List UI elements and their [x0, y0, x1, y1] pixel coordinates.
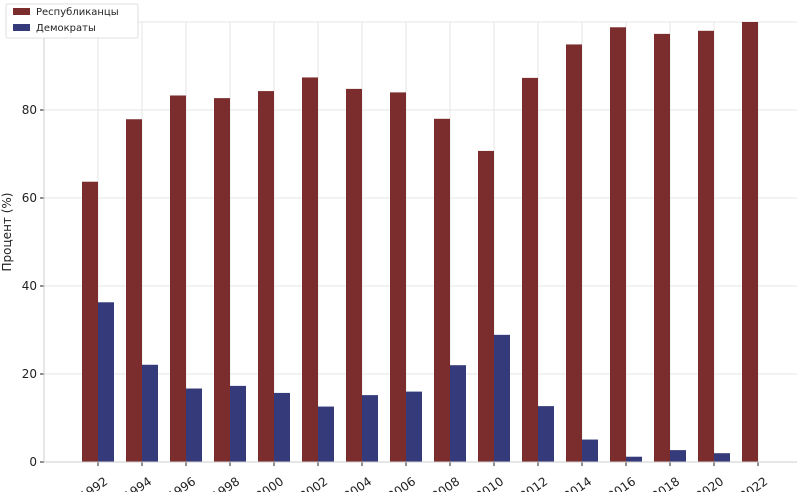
x-tick-label: 1994 — [121, 474, 154, 492]
bar-democrats-2000 — [274, 392, 290, 462]
bar-republicans-2000 — [258, 91, 274, 462]
axes — [40, 20, 797, 466]
legend-label-democrats: Демократы — [36, 23, 96, 34]
bar-republicans-2004 — [346, 88, 362, 462]
x-tick-label: 1996 — [165, 474, 198, 492]
y-tick-labels: 020406080100 — [14, 15, 37, 469]
legend: Республиканцы Демократы — [5, 3, 139, 39]
bar-democrats-2006 — [406, 391, 422, 462]
bar-republicans-1996 — [170, 95, 186, 462]
bar-republicans-2010 — [478, 150, 494, 463]
y-tick-label: 60 — [22, 191, 37, 205]
bar-democrats-2018 — [670, 450, 686, 462]
x-tick-labels: 1992 1994 1996 1998 2000 2002 2004 2006 2008 2010… — [77, 474, 770, 492]
x-tick-label: 2022 — [737, 474, 770, 492]
bar-democrats-2004 — [362, 395, 378, 462]
x-tick-label: 1998 — [209, 474, 242, 492]
bar-republicans-2016 — [610, 27, 626, 463]
bar-republicans-2022 — [742, 22, 758, 462]
bar-democrats-2020 — [714, 453, 730, 462]
x-tick-label: 2008 — [429, 474, 462, 492]
bar-democrats-1992 — [98, 302, 114, 462]
bar-republicans-2020 — [698, 30, 714, 463]
y-axis-label: Процент (%) — [0, 193, 14, 272]
bar-republicans-1998 — [214, 98, 230, 463]
bar-republicans-2002 — [302, 77, 318, 462]
bar-democrats-2008 — [450, 365, 466, 462]
y-tick-label: 0 — [29, 455, 37, 469]
bar-democrats-2002 — [318, 406, 334, 462]
x-tick-label: 2000 — [253, 474, 286, 492]
x-tick-label: 2012 — [517, 474, 550, 492]
x-tick-label: 2010 — [473, 474, 506, 492]
x-tick-label: 2006 — [385, 474, 418, 492]
legend-swatch-republicans — [13, 8, 30, 15]
legend-swatch-democrats — [13, 24, 30, 31]
y-tick-label: 40 — [22, 279, 37, 293]
bars — [82, 22, 758, 463]
bar-republicans-2008 — [434, 118, 450, 463]
bar-democrats-2010 — [494, 334, 510, 462]
x-tick-label: 2016 — [605, 474, 638, 492]
y-tick-label: 80 — [22, 103, 37, 117]
x-tick-label: 2004 — [341, 474, 374, 492]
bar-democrats-2016 — [626, 456, 642, 462]
bar-republicans-2018 — [654, 33, 670, 462]
x-tick-label: 1992 — [77, 474, 110, 492]
bar-democrats-2014 — [582, 439, 598, 462]
legend-label-republicans: Республиканцы — [36, 7, 119, 18]
bar-democrats-2012 — [538, 406, 554, 462]
bar-republicans-2012 — [522, 77, 538, 462]
bar-republicans-1992 — [82, 181, 98, 462]
x-tick-label: 2014 — [561, 474, 594, 492]
y-tick-label: 20 — [22, 367, 37, 381]
x-tick-label: 2002 — [297, 474, 330, 492]
bar-republicans-1994 — [126, 119, 142, 463]
bar-republicans-2006 — [390, 92, 406, 463]
bar-democrats-1996 — [186, 388, 202, 462]
x-tick-label: 2018 — [649, 474, 682, 492]
bar-republicans-2014 — [566, 44, 582, 462]
x-tick-label: 2020 — [693, 474, 726, 492]
bar-democrats-1994 — [142, 364, 158, 462]
bar-democrats-1998 — [230, 385, 246, 462]
